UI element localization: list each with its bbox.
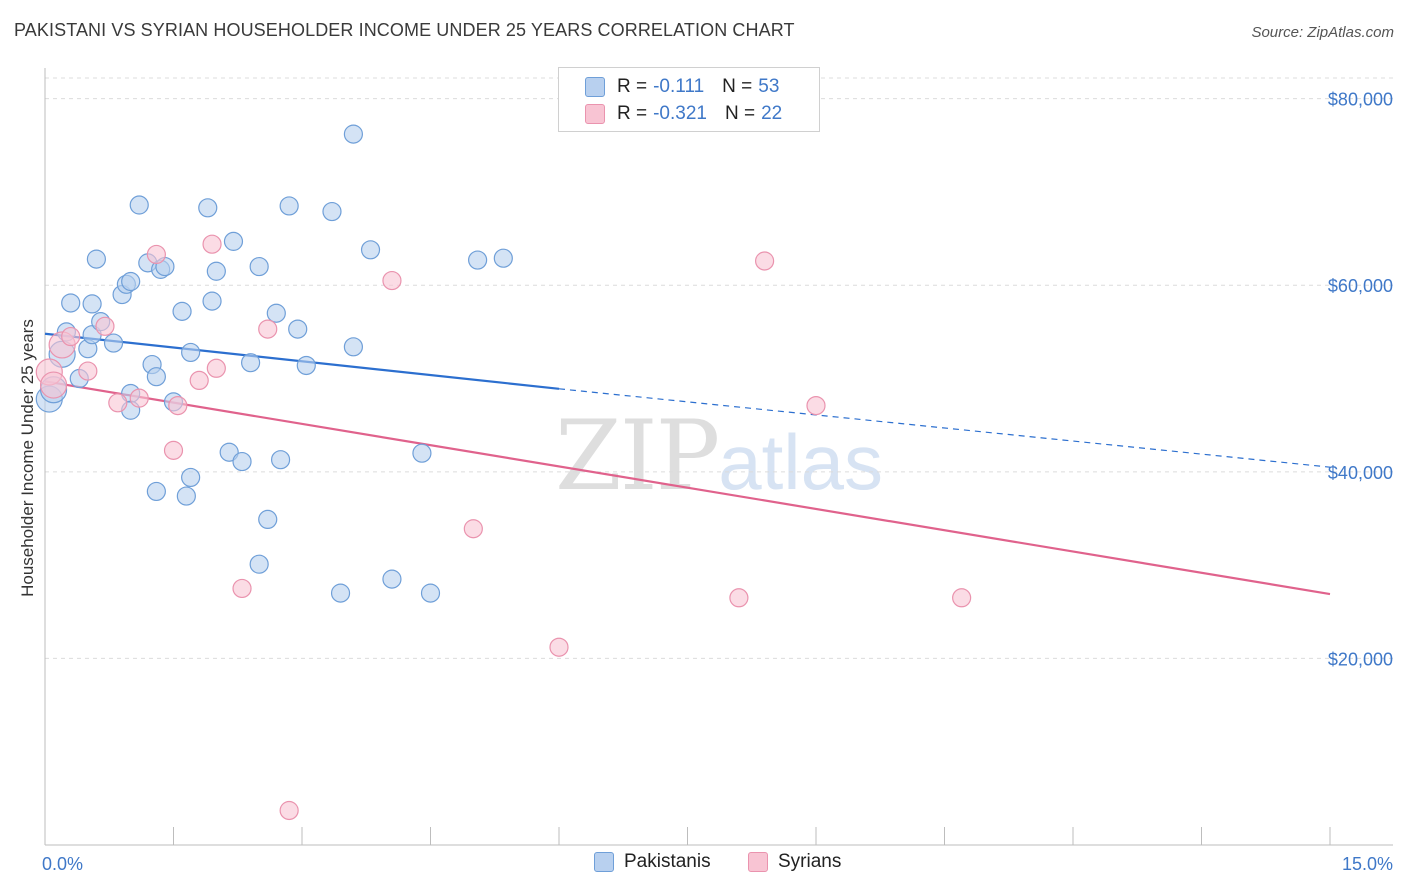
syrian-point: [129, 388, 149, 408]
pakistani-point: [296, 355, 316, 376]
pakistani-point: [343, 337, 363, 357]
pakistani-point: [172, 301, 192, 321]
legend-row-pakistanis: R = -0.111 N = 53: [585, 75, 793, 99]
syrian-point: [163, 440, 184, 460]
legend-n-label: N =: [724, 103, 756, 124]
data-points: [35, 124, 972, 821]
y-axis-title: Householder Income Under 25 years: [18, 319, 37, 597]
syrian-point: [232, 578, 252, 599]
bottom-legend-label: Syrians: [778, 851, 842, 872]
syrian-point: [189, 370, 209, 391]
pakistani-point: [382, 569, 402, 589]
pakistani-point: [146, 481, 166, 502]
pakistani-point: [181, 467, 201, 488]
legend-r-value: -0.111: [653, 76, 705, 97]
source-label: Source: ZipAtlas.com: [1251, 24, 1394, 41]
pakistani-point: [279, 196, 299, 216]
pakistani-point: [412, 443, 432, 463]
legend-n-label: N =: [722, 76, 753, 97]
chart-title: PAKISTANI VS SYRIAN HOUSEHOLDER INCOME U…: [14, 20, 795, 40]
syrian-point: [952, 588, 972, 608]
pakistani-point: [146, 367, 166, 387]
pakistani-point: [61, 293, 81, 313]
pakistani-point: [468, 250, 488, 270]
legend-row-syrians: R = -0.321 N = 22: [585, 102, 796, 126]
pakistani-point: [219, 442, 239, 462]
pakistani-point: [266, 303, 286, 323]
x-tick-label: 0.0%: [42, 854, 83, 874]
legend-swatch-syrians: [585, 104, 605, 124]
syrian-trend-line: [44, 380, 1331, 596]
pakistani-point: [86, 249, 107, 269]
pakistani-point: [270, 450, 291, 470]
pakistani-point: [103, 333, 124, 353]
syrian-point: [95, 316, 115, 336]
pakistani-point: [288, 319, 308, 339]
pakistani-point: [129, 195, 149, 215]
y-tick-label: $80,000: [1328, 90, 1393, 110]
syrian-point: [463, 519, 483, 539]
stats-legend: R = -0.111 N = 53 R = -0.321 N = 22: [558, 67, 820, 132]
pakistani-point: [223, 231, 244, 251]
legend-n-value: 53: [758, 76, 780, 97]
syrian-point: [168, 395, 188, 416]
legend-r-label: R =: [617, 76, 648, 97]
pakistani-point: [493, 248, 513, 268]
axes: [44, 68, 1393, 846]
bottom-legend-pakistanis: Pakistanis: [594, 851, 711, 873]
syrian-point: [754, 251, 775, 271]
syrian-point: [279, 800, 299, 821]
syrian-point: [108, 393, 128, 413]
bottom-legend-label: Pakistanis: [624, 851, 711, 872]
pakistani-point: [241, 353, 261, 373]
legend-n-value: 22: [761, 103, 783, 124]
pakistani-point: [176, 486, 196, 506]
pakistani-point: [343, 124, 363, 144]
syrian-point: [61, 326, 81, 347]
bottom-legend-syrians: Syrians: [748, 851, 841, 873]
legend-r-label: R =: [617, 103, 648, 124]
pakistani-point: [420, 583, 441, 603]
syrian-point: [382, 270, 402, 291]
syrian-point: [202, 234, 222, 254]
pakistani-point: [232, 451, 252, 472]
pakistani-point: [82, 294, 102, 314]
tick-labels: $20,000 $40,000 $60,000 $80,000 0.0% 15.0%: [42, 90, 1393, 874]
pakistani-point: [181, 342, 201, 363]
syrian-point: [78, 361, 98, 381]
pakistani-point: [322, 201, 342, 222]
pakistani-point: [249, 554, 269, 574]
pakistani-point: [121, 271, 141, 292]
watermark-atlas: atlas: [718, 418, 883, 506]
pakistani-point: [258, 509, 278, 530]
y-tick-label: $40,000: [1328, 463, 1393, 483]
pakistani-point: [206, 261, 226, 281]
legend-swatch-pakistanis: [585, 77, 605, 97]
pakistani-point: [360, 240, 381, 260]
watermark: ZIPatlas: [555, 400, 883, 512]
syrian-point: [39, 371, 68, 399]
syrian-point: [206, 358, 226, 378]
pakistani-point: [202, 291, 222, 311]
pakistani-point: [330, 583, 351, 603]
pakistani-point: [198, 198, 218, 218]
bottom-legend-swatch-syrians: [748, 852, 768, 872]
pakistani-trend-extension: [558, 388, 1331, 468]
x-tick-label: 15.0%: [1342, 854, 1393, 874]
watermark-zip: ZIP: [555, 400, 720, 512]
y-tick-label: $20,000: [1328, 649, 1393, 669]
syrian-point: [806, 395, 826, 416]
syrian-point: [146, 244, 166, 265]
syrian-point: [258, 319, 278, 339]
bottom-legend-swatch-pakistanis: [594, 852, 614, 872]
y-tick-label: $60,000: [1328, 276, 1393, 296]
legend-r-value: -0.321: [653, 103, 707, 124]
pakistani-point: [249, 256, 269, 277]
syrian-point: [729, 588, 749, 608]
syrian-point: [549, 637, 569, 657]
